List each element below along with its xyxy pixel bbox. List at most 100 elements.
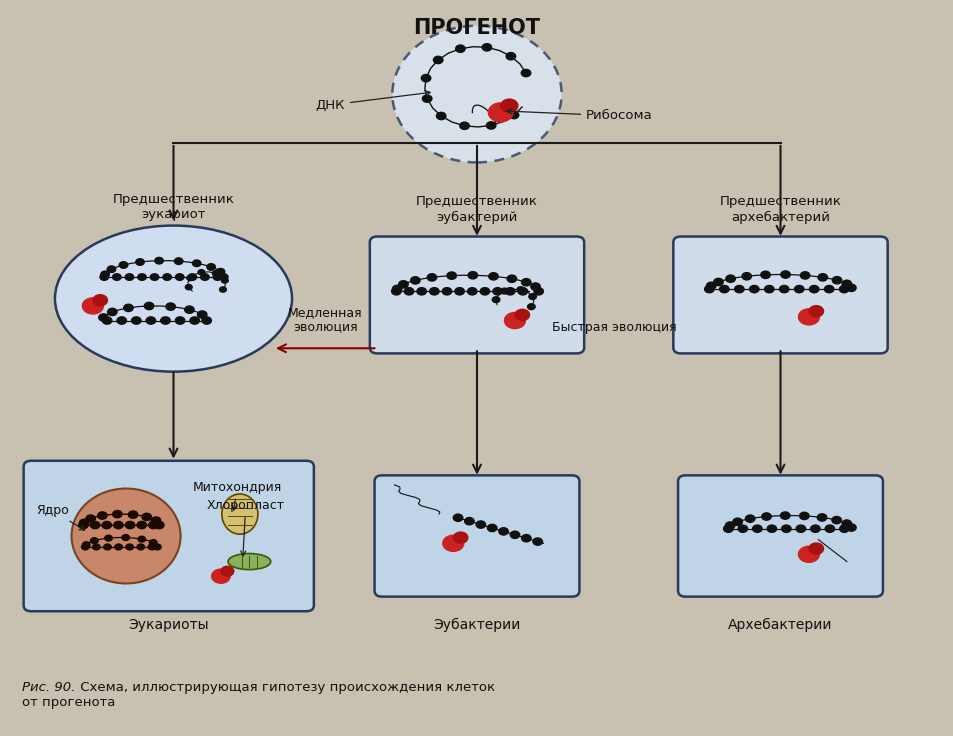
- Ellipse shape: [392, 26, 561, 163]
- Text: Предшественник
эубактерий: Предшественник эубактерий: [416, 196, 537, 224]
- Ellipse shape: [71, 489, 180, 584]
- Circle shape: [530, 283, 539, 290]
- Circle shape: [724, 522, 734, 529]
- Circle shape: [102, 521, 112, 528]
- Circle shape: [185, 306, 194, 314]
- Circle shape: [108, 308, 117, 316]
- Circle shape: [433, 56, 442, 63]
- Text: Митохондрия: Митохондрия: [193, 481, 281, 510]
- Circle shape: [808, 543, 822, 554]
- Circle shape: [766, 525, 776, 532]
- Circle shape: [101, 271, 110, 277]
- Circle shape: [839, 525, 848, 532]
- Circle shape: [429, 288, 438, 295]
- Text: Эукариоты: Эукариоты: [129, 618, 209, 632]
- Circle shape: [796, 525, 804, 532]
- Circle shape: [510, 531, 519, 539]
- Circle shape: [392, 288, 400, 295]
- Text: Предшественник
архебактерий: Предшественник архебактерий: [719, 196, 841, 224]
- Circle shape: [446, 272, 456, 279]
- FancyBboxPatch shape: [375, 475, 578, 597]
- Circle shape: [200, 274, 209, 280]
- Circle shape: [527, 304, 535, 310]
- Circle shape: [148, 544, 155, 550]
- Circle shape: [86, 515, 95, 523]
- Circle shape: [749, 286, 759, 293]
- Circle shape: [517, 288, 527, 295]
- Circle shape: [453, 532, 467, 543]
- Circle shape: [416, 288, 426, 295]
- Circle shape: [174, 258, 183, 264]
- Circle shape: [824, 525, 834, 532]
- Circle shape: [752, 525, 761, 532]
- FancyBboxPatch shape: [24, 461, 314, 611]
- Circle shape: [91, 521, 100, 528]
- Circle shape: [467, 288, 476, 295]
- Circle shape: [732, 518, 741, 526]
- Circle shape: [197, 311, 207, 318]
- Circle shape: [153, 544, 161, 550]
- Circle shape: [105, 535, 112, 541]
- Text: Медленная
эволюция: Медленная эволюция: [288, 305, 362, 333]
- FancyBboxPatch shape: [673, 236, 886, 353]
- Text: Рибосома: Рибосома: [506, 109, 652, 122]
- Circle shape: [760, 271, 769, 278]
- Circle shape: [219, 287, 226, 292]
- Circle shape: [504, 313, 525, 328]
- Circle shape: [137, 521, 147, 528]
- Circle shape: [102, 317, 112, 324]
- Circle shape: [404, 288, 414, 295]
- Circle shape: [146, 317, 155, 324]
- Circle shape: [741, 272, 751, 280]
- Circle shape: [464, 517, 474, 525]
- Circle shape: [845, 524, 855, 531]
- Circle shape: [436, 113, 445, 120]
- Circle shape: [515, 309, 529, 320]
- Circle shape: [221, 566, 233, 576]
- Circle shape: [481, 43, 491, 51]
- Circle shape: [845, 284, 855, 291]
- Text: Архебактерии: Архебактерии: [727, 618, 832, 632]
- Circle shape: [421, 74, 431, 82]
- Circle shape: [154, 521, 164, 528]
- Circle shape: [488, 273, 497, 280]
- Circle shape: [722, 525, 732, 532]
- Circle shape: [781, 525, 790, 532]
- Circle shape: [398, 280, 408, 288]
- Circle shape: [124, 304, 133, 311]
- Circle shape: [92, 294, 108, 306]
- Circle shape: [706, 282, 715, 289]
- Circle shape: [817, 514, 826, 521]
- Circle shape: [442, 288, 451, 295]
- Circle shape: [125, 274, 133, 280]
- Circle shape: [152, 517, 160, 524]
- Circle shape: [154, 258, 163, 264]
- Text: ДНК: ДНК: [315, 91, 430, 112]
- Circle shape: [150, 539, 157, 545]
- Circle shape: [517, 287, 524, 293]
- Circle shape: [779, 286, 788, 293]
- Circle shape: [112, 274, 121, 280]
- Circle shape: [486, 121, 496, 129]
- Circle shape: [137, 544, 145, 550]
- Circle shape: [808, 305, 822, 316]
- Circle shape: [488, 103, 513, 122]
- Text: Хлоропласт: Хлоропласт: [207, 499, 285, 556]
- Text: Рис. 90.: Рис. 90.: [22, 682, 75, 695]
- Circle shape: [107, 266, 115, 272]
- Circle shape: [442, 535, 463, 551]
- Circle shape: [453, 514, 462, 521]
- Ellipse shape: [228, 553, 271, 570]
- Circle shape: [79, 519, 89, 526]
- Circle shape: [493, 288, 502, 295]
- Circle shape: [137, 274, 146, 280]
- Circle shape: [500, 288, 508, 294]
- Circle shape: [129, 511, 137, 518]
- Circle shape: [97, 512, 107, 519]
- Circle shape: [810, 525, 820, 532]
- Circle shape: [151, 274, 159, 280]
- Ellipse shape: [222, 494, 257, 534]
- Circle shape: [476, 521, 485, 528]
- Circle shape: [92, 544, 100, 550]
- Circle shape: [725, 275, 735, 283]
